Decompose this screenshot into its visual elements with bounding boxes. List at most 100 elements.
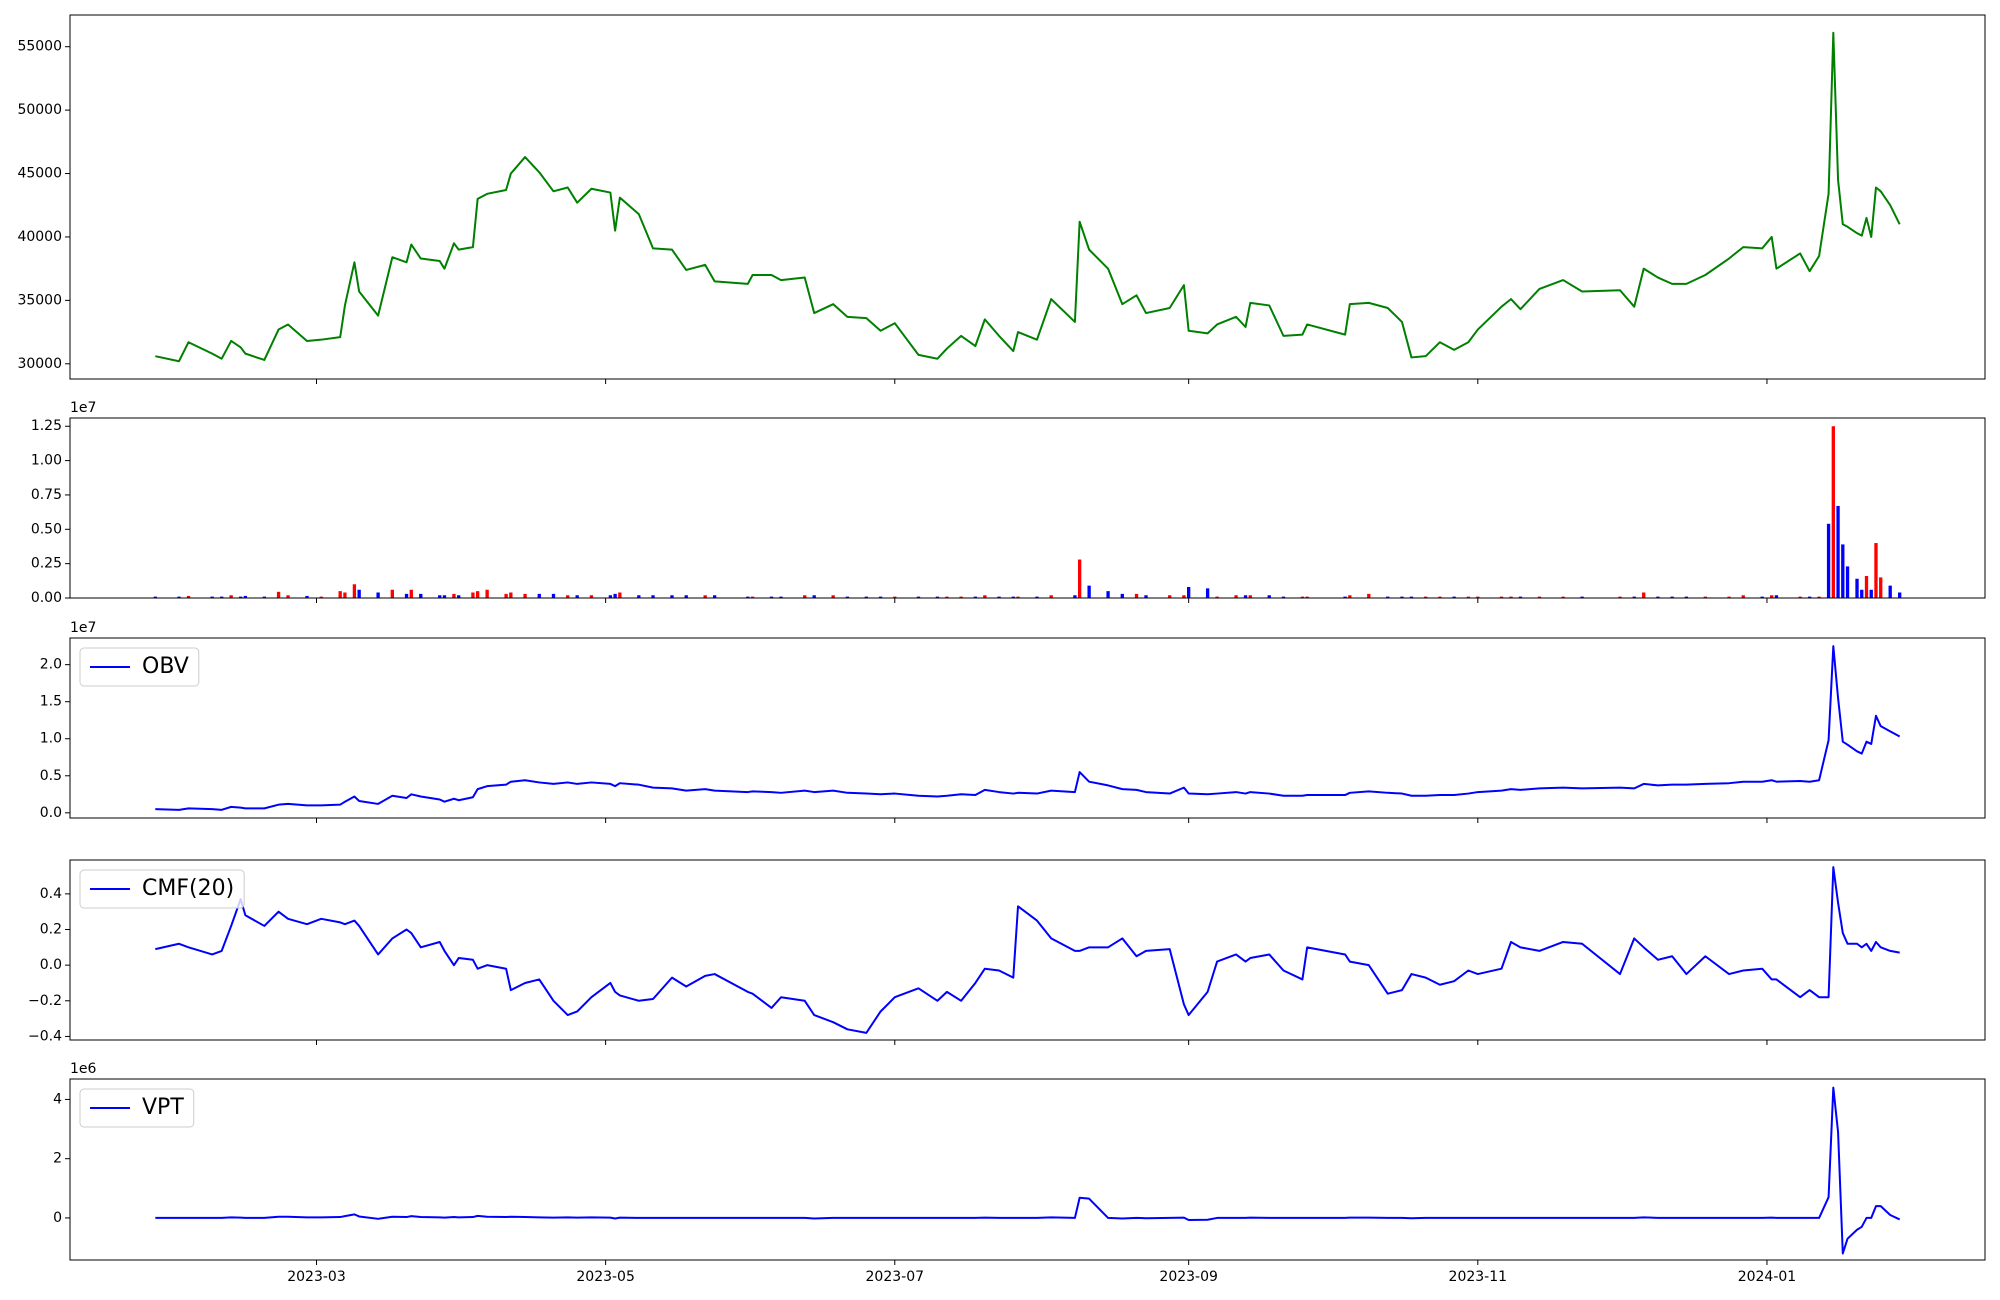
series-line: [155, 866, 1900, 1034]
panel: −0.4 −0.2 0.0 0.2 0.4 CMF(20): [28, 859, 1986, 1045]
volume-bar: [338, 591, 342, 598]
volume-bar: [509, 592, 513, 598]
volume-bar: [352, 584, 357, 598]
volume-bar: [1305, 596, 1309, 598]
volume-bar: [452, 593, 456, 598]
axes-frame: [69, 1078, 1986, 1261]
volume-bar: [803, 595, 807, 598]
volume-bar: [1855, 578, 1859, 598]
volume-bar: [220, 596, 224, 598]
volume-bar: [1035, 596, 1039, 598]
volume-bar: [1011, 596, 1015, 598]
panel: 30000 35000 40000 45000 50000 55000: [17, 14, 1986, 384]
volume-bar: [1898, 592, 1902, 598]
volume-bar: [1618, 596, 1622, 598]
axis-offset-label: 1e7: [70, 620, 96, 636]
volume-bar: [1343, 596, 1347, 598]
y-tick-label: 0.50: [31, 521, 62, 537]
volume-bar: [210, 596, 214, 598]
volume-bar: [1300, 596, 1305, 598]
volume-bar: [1860, 589, 1864, 598]
volume-bar: [1267, 595, 1271, 598]
volume-bar: [1348, 595, 1352, 598]
axis-offset-label: 1e7: [70, 400, 96, 416]
axes-frame: [69, 417, 1986, 599]
volume-bar: [1215, 596, 1219, 598]
volume-bar: [712, 595, 717, 598]
volume-bar: [1452, 596, 1456, 598]
volume-bar: [670, 595, 674, 598]
volume-bar: [1836, 505, 1840, 598]
volume-bar: [973, 596, 978, 598]
volume-bar: [1774, 595, 1779, 598]
y-tick-label: −0.2: [28, 993, 62, 1009]
volume-bar: [684, 595, 688, 598]
volume-bar: [1187, 587, 1191, 598]
volume-bar: [409, 589, 413, 598]
volume-bar: [1760, 596, 1764, 598]
y-tick-label: 0.0: [40, 957, 62, 973]
volume-bar: [589, 595, 594, 598]
axes-frame: [69, 859, 1986, 1041]
volume-bar: [1409, 596, 1414, 598]
volume-bar: [959, 596, 963, 598]
volume-bar: [551, 593, 556, 598]
volume-bar: [357, 589, 361, 598]
volume-bar: [1077, 559, 1082, 598]
y-tick-label: 0.5: [40, 768, 62, 784]
y-tick-label: 2.0: [40, 657, 62, 673]
volume-bar: [1703, 596, 1707, 598]
volume-bar: [1281, 596, 1286, 598]
volume-bar: [1424, 596, 1428, 598]
volume-bar: [153, 596, 157, 598]
volume-bar: [442, 595, 447, 598]
volume-bar: [1243, 595, 1248, 598]
volume-bar: [1438, 596, 1442, 598]
volume-bar: [608, 595, 613, 598]
x-tick-label: 2024-01: [1738, 1269, 1797, 1285]
y-tick-label: 2: [53, 1151, 62, 1167]
volume-bar: [475, 591, 480, 598]
y-tick-label: 4: [53, 1091, 62, 1107]
y-tick-label: 40000: [17, 229, 62, 245]
series-line: [155, 1086, 1901, 1255]
volume-bar: [1727, 596, 1731, 598]
volume-bar: [1798, 596, 1802, 598]
volume-bar: [471, 592, 475, 598]
volume-bar: [1120, 593, 1124, 598]
legend-label: VPT: [142, 1095, 184, 1120]
volume-bar: [935, 596, 940, 598]
legend-box: [79, 1088, 195, 1128]
y-tick-label: 45000: [17, 166, 62, 182]
volume-bar: [1580, 596, 1584, 598]
y-tick-label: 35000: [17, 292, 62, 308]
volume-bar: [1874, 543, 1878, 598]
volume-bar: [419, 593, 423, 598]
volume-bar: [1770, 595, 1774, 598]
volume-bar: [566, 595, 570, 598]
volume-bar: [1888, 585, 1892, 598]
y-tick-label: 0.2: [40, 922, 62, 938]
volume-bar: [1826, 523, 1831, 598]
volume-bar: [893, 596, 897, 598]
volume-bar: [831, 595, 835, 598]
volume-bar: [523, 593, 527, 598]
y-tick-label: 1.0: [40, 731, 62, 747]
x-tick-label: 2023-11: [1449, 1269, 1508, 1285]
volume-bar: [916, 596, 921, 598]
legend-label: CMF(20): [142, 876, 234, 901]
volume-bar: [1134, 593, 1139, 598]
volume-bar: [983, 595, 987, 598]
y-tick-label: 1.25: [31, 418, 62, 434]
volume-bar: [1841, 544, 1845, 598]
y-tick-label: 0.0: [40, 805, 62, 821]
volume-bar: [1831, 426, 1835, 598]
volume-bar: [1561, 596, 1565, 598]
y-tick-label: 0.00: [31, 590, 62, 606]
x-tick-label: 2023-09: [1159, 1269, 1218, 1285]
volume-bar: [1632, 596, 1636, 598]
volume-bar: [1741, 595, 1745, 598]
volume-bar: [1016, 596, 1020, 598]
volume-bar: [229, 595, 233, 598]
legend-box: [79, 869, 245, 909]
